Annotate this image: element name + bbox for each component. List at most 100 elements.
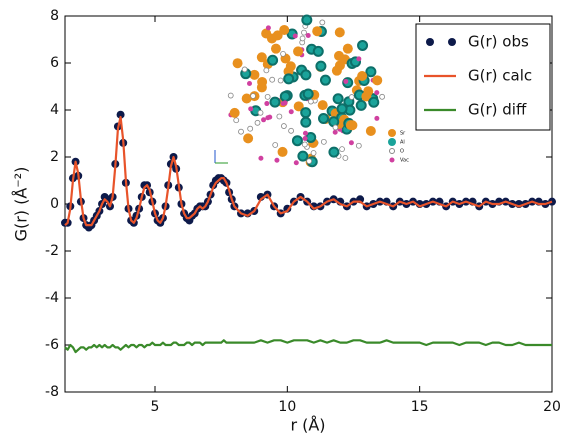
y-tick-label: 0 [50, 196, 59, 212]
y-axis-label: G(r) (Å⁻²) [12, 167, 31, 242]
inset-atom [248, 106, 254, 112]
inset-atom [333, 50, 344, 61]
inset-atom [280, 50, 286, 57]
inset-atom [269, 76, 276, 83]
inset-atom [317, 100, 328, 111]
inset-atom [285, 61, 296, 72]
inset-atom [300, 107, 312, 119]
inset-atom [270, 43, 281, 54]
inset-atom [300, 69, 312, 81]
inset-atom [372, 75, 383, 86]
inset-atom [299, 35, 306, 42]
inset-atom [342, 155, 349, 161]
series-line [64, 339, 552, 354]
inset-legend-marker [388, 129, 396, 137]
inset-atom [310, 150, 317, 156]
inset-atom [301, 141, 308, 148]
inset-legend-marker [388, 138, 396, 146]
inset-atom [258, 155, 264, 161]
inset-atom [302, 130, 308, 136]
legend-label: G(r) diff [468, 101, 527, 119]
inset-atom [328, 146, 340, 158]
inset-legend-marker [389, 148, 395, 154]
inset-atom [232, 58, 243, 69]
inset-atom [274, 157, 280, 163]
inset-atom [302, 88, 314, 100]
inset-atom [339, 146, 345, 153]
y-tick-label: 4 [50, 102, 59, 118]
inset-atom [288, 127, 295, 134]
inset-atom [301, 14, 313, 26]
inset-atom [243, 133, 254, 144]
inset-atom [355, 99, 367, 111]
inset-atom [282, 100, 288, 106]
inset-atom [300, 116, 312, 128]
inset-atom [279, 24, 290, 35]
inset-atom [368, 96, 380, 108]
legend-label: G(r) obs [468, 33, 529, 51]
inset-atom [279, 90, 291, 102]
inset-atom [241, 66, 248, 73]
inset-legend-label: O [400, 149, 404, 155]
inset-legend-label: Vac [400, 158, 409, 164]
y-tick-label: -8 [45, 384, 59, 400]
inset-atom [332, 129, 338, 135]
inset-atom [246, 80, 252, 86]
inset-atom [264, 101, 270, 107]
y-tick-label: 8 [50, 8, 59, 24]
inset-atom [348, 94, 355, 100]
inset-atom [342, 43, 353, 54]
inset-atom [332, 124, 339, 131]
inset-atom [374, 90, 380, 96]
inset-atom [265, 25, 271, 31]
inset-atom [320, 138, 327, 145]
inset-atom [318, 113, 330, 125]
inset-atom [276, 113, 283, 120]
legend-marker [426, 38, 434, 46]
inset-atom [355, 142, 362, 149]
inset-legend-label: Sr [400, 131, 406, 137]
inset-atom [336, 103, 348, 115]
inset-atom [227, 92, 234, 99]
inset-atom [319, 19, 326, 26]
inset-atom [293, 101, 304, 112]
inset-atom [256, 52, 267, 63]
inset-atom [361, 91, 372, 102]
inset-atom [297, 150, 309, 162]
y-tick-label: -6 [45, 337, 59, 353]
x-tick-label: 15 [411, 399, 429, 415]
inset-legend-marker [389, 157, 395, 163]
inset-atom [265, 115, 271, 121]
inset-atom [357, 39, 369, 51]
inset-atom [307, 98, 314, 105]
inset-atom [379, 93, 386, 100]
inset-atom [266, 33, 277, 44]
inset-atom [272, 142, 279, 148]
inset-atom [288, 109, 294, 115]
series-line [64, 115, 553, 227]
inset-atom [283, 73, 295, 85]
y-tick-label: 6 [50, 55, 59, 71]
inset-atom [250, 93, 256, 99]
inset-atom [293, 160, 299, 166]
inset-atom [365, 126, 376, 137]
inset-atom [305, 33, 311, 39]
inset-atom [332, 93, 344, 105]
inset-atom [267, 54, 279, 66]
x-axis-label: r (Å) [290, 416, 325, 435]
y-tick-label: 2 [50, 149, 59, 165]
inset-legend-label: Al [400, 140, 405, 146]
inset-atom [256, 82, 267, 93]
inset-atom [357, 70, 368, 81]
inset-atom [291, 135, 303, 147]
inset-atom [277, 77, 284, 84]
inset-atom [293, 46, 304, 57]
inset-atom [348, 140, 354, 146]
inset-atom [312, 45, 324, 57]
inset-atom [334, 27, 345, 38]
inset-atom [261, 117, 267, 123]
inset-atom [315, 60, 327, 72]
x-tick-label: 10 [278, 399, 296, 415]
